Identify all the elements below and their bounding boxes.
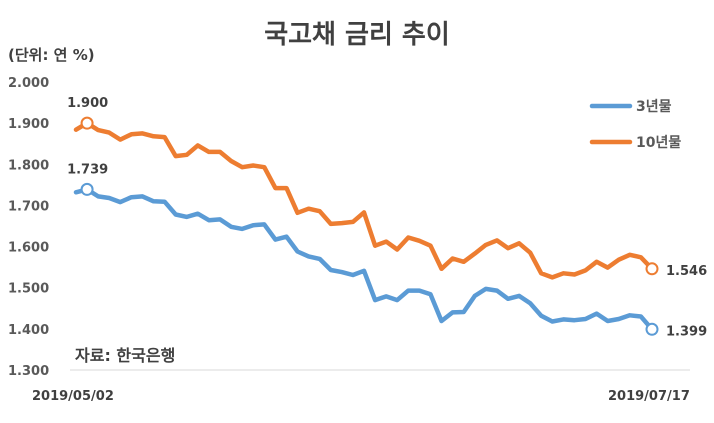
source-note: 자료: 한국은행 <box>75 346 176 365</box>
y-tick-label: 1.900 <box>8 117 49 132</box>
x-tick-end: 2019/07/17 <box>608 389 690 404</box>
legend-label: 10년물 <box>636 135 681 151</box>
y-tick-label: 1.700 <box>8 199 49 214</box>
end-point-marker <box>645 262 659 276</box>
y-tick-label: 2.000 <box>8 76 49 91</box>
x-tick-start: 2019/05/02 <box>32 389 114 404</box>
start-data-label: 1.900 <box>67 96 108 111</box>
end-point-marker <box>645 322 659 336</box>
end-data-label: 1.546 <box>666 264 707 279</box>
y-tick-label: 1.400 <box>8 323 49 338</box>
series-layer: 1.739 1.399 1.900 1.546 <box>67 96 707 339</box>
legend-label: 3년물 <box>636 99 672 115</box>
end-data-label: 1.399 <box>666 324 707 339</box>
y-tick-label: 1.500 <box>8 282 49 297</box>
start-data-label: 1.739 <box>67 162 108 177</box>
legend: 3년물 10년물 <box>589 99 681 151</box>
unit-label: (단위: 연 %) <box>8 46 95 64</box>
series-line-1 <box>73 187 655 332</box>
start-point-marker <box>80 116 94 130</box>
series-line-2 <box>73 120 655 280</box>
chart-title: 국고채 금리 추이 <box>264 20 450 50</box>
start-point-marker <box>80 182 94 196</box>
y-tick-label: 1.800 <box>8 158 49 173</box>
y-tick-label: 1.600 <box>8 241 49 256</box>
y-tick-label: 1.300 <box>8 364 49 379</box>
y-axis: 1.300 1.400 1.500 1.600 1.700 1.800 1.900 2.000 <box>8 76 49 379</box>
